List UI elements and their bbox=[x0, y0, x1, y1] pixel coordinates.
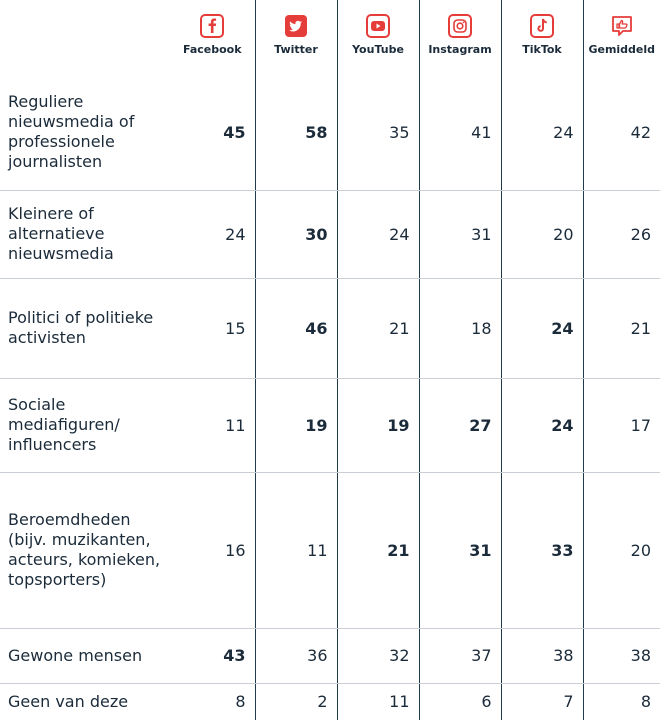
youtube-icon bbox=[366, 14, 390, 38]
value-cell: 21 bbox=[337, 278, 420, 379]
value-cell: 31 bbox=[419, 190, 502, 279]
value-cell: 20 bbox=[583, 472, 660, 629]
value-cell: 20 bbox=[501, 190, 584, 279]
header-cell: Gemiddeld bbox=[583, 0, 660, 75]
table-row: Beroemdheden (bijv. muzikanten, acteurs,… bbox=[0, 472, 660, 629]
table-row: Geen van deze 8 2 11 6 7 8 bbox=[0, 683, 660, 720]
value-cell: 35 bbox=[337, 75, 420, 191]
value-cell: 18 bbox=[419, 278, 502, 379]
table-row: Kleinere of alternatieve nieuwsmedia 24 30… bbox=[0, 190, 660, 279]
facebook-icon bbox=[200, 14, 225, 38]
value-cell: 46 bbox=[255, 278, 338, 379]
header-cell: Twitter bbox=[255, 0, 338, 75]
header-cell: Facebook bbox=[170, 0, 256, 75]
value-cell: 26 bbox=[583, 190, 660, 279]
value-cell: 38 bbox=[583, 628, 660, 684]
tiktok-icon bbox=[530, 14, 554, 38]
value-cell: 37 bbox=[419, 628, 502, 684]
value-cell: 27 bbox=[419, 378, 502, 473]
value-cell: 58 bbox=[255, 75, 338, 191]
value-cell: 8 bbox=[640, 692, 651, 712]
table-row: Sociale mediafiguren/ influencers 11 19 19 2… bbox=[0, 378, 660, 473]
value-cell: 17 bbox=[583, 378, 660, 473]
column-header: Gemiddeld bbox=[588, 43, 656, 56]
row-label: Geen van deze bbox=[8, 691, 129, 711]
row-label: Sociale mediafiguren/ influencers bbox=[0, 378, 170, 473]
value-cell: 8 bbox=[170, 683, 256, 720]
twitter-icon bbox=[285, 15, 307, 37]
value-cell: 24 bbox=[501, 278, 584, 379]
average-icon bbox=[611, 16, 632, 36]
value-cell: 15 bbox=[170, 278, 256, 379]
table-row: Gewone mensen 43 36 32 37 38 38 bbox=[0, 628, 660, 684]
value-cell: 6 bbox=[419, 683, 502, 720]
header-cell: TikTok bbox=[501, 0, 584, 75]
value-cell: 36 bbox=[255, 628, 338, 684]
row-label: Gewone mensen bbox=[0, 628, 170, 684]
value-cell: 31 bbox=[419, 472, 502, 629]
value-cell: 11 bbox=[337, 683, 420, 720]
value-cell: 33 bbox=[501, 472, 584, 629]
value-cell: 32 bbox=[337, 628, 420, 684]
value-cell: 2 bbox=[255, 683, 338, 720]
column-header: TikTok bbox=[522, 43, 562, 56]
instagram-icon bbox=[448, 14, 472, 38]
value-cell: 42 bbox=[583, 75, 660, 191]
value-cell: 19 bbox=[337, 378, 420, 473]
value-cell: 16 bbox=[170, 472, 256, 629]
header-blank bbox=[0, 0, 170, 75]
value-cell: 7 bbox=[501, 683, 584, 720]
row-label: Kleinere of alternatieve nieuwsmedia bbox=[0, 190, 170, 279]
value-cell: 11 bbox=[170, 378, 256, 473]
table-row: Reguliere nieuwsmedia of professionele j… bbox=[0, 75, 660, 191]
value-cell: 11 bbox=[255, 472, 338, 629]
header-cell: Instagram bbox=[419, 0, 502, 75]
value-cell: 24 bbox=[170, 190, 256, 279]
column-header: YouTube bbox=[352, 43, 404, 56]
header-cell: YouTube bbox=[337, 0, 420, 75]
value-cell: 21 bbox=[337, 472, 420, 629]
table-body: Reguliere nieuwsmedia of professionele j… bbox=[0, 75, 660, 720]
row-label: Reguliere nieuwsmedia of professionele j… bbox=[0, 75, 170, 191]
column-header: Instagram bbox=[428, 43, 492, 56]
value-cell: 24 bbox=[501, 75, 584, 191]
row-label: Politici of politieke activisten bbox=[0, 278, 170, 379]
table-row: Politici of politieke activisten 15 46 21 18… bbox=[0, 278, 660, 379]
value-cell: 19 bbox=[255, 378, 338, 473]
value-cell: 24 bbox=[337, 190, 420, 279]
value-cell: 24 bbox=[501, 378, 584, 473]
value-cell: 21 bbox=[583, 278, 660, 379]
header-row: Facebook Twitter YouTube Instagram TikTo… bbox=[0, 0, 660, 75]
value-cell: 38 bbox=[501, 628, 584, 684]
row-label: Beroemdheden (bijv. muzikanten, acteurs,… bbox=[0, 472, 170, 629]
column-header: Twitter bbox=[274, 43, 318, 56]
column-header: Facebook bbox=[182, 43, 242, 56]
value-cell: 43 bbox=[170, 628, 256, 684]
value-cell: 30 bbox=[255, 190, 338, 279]
value-cell: 45 bbox=[170, 75, 256, 191]
value-cell: 41 bbox=[419, 75, 502, 191]
